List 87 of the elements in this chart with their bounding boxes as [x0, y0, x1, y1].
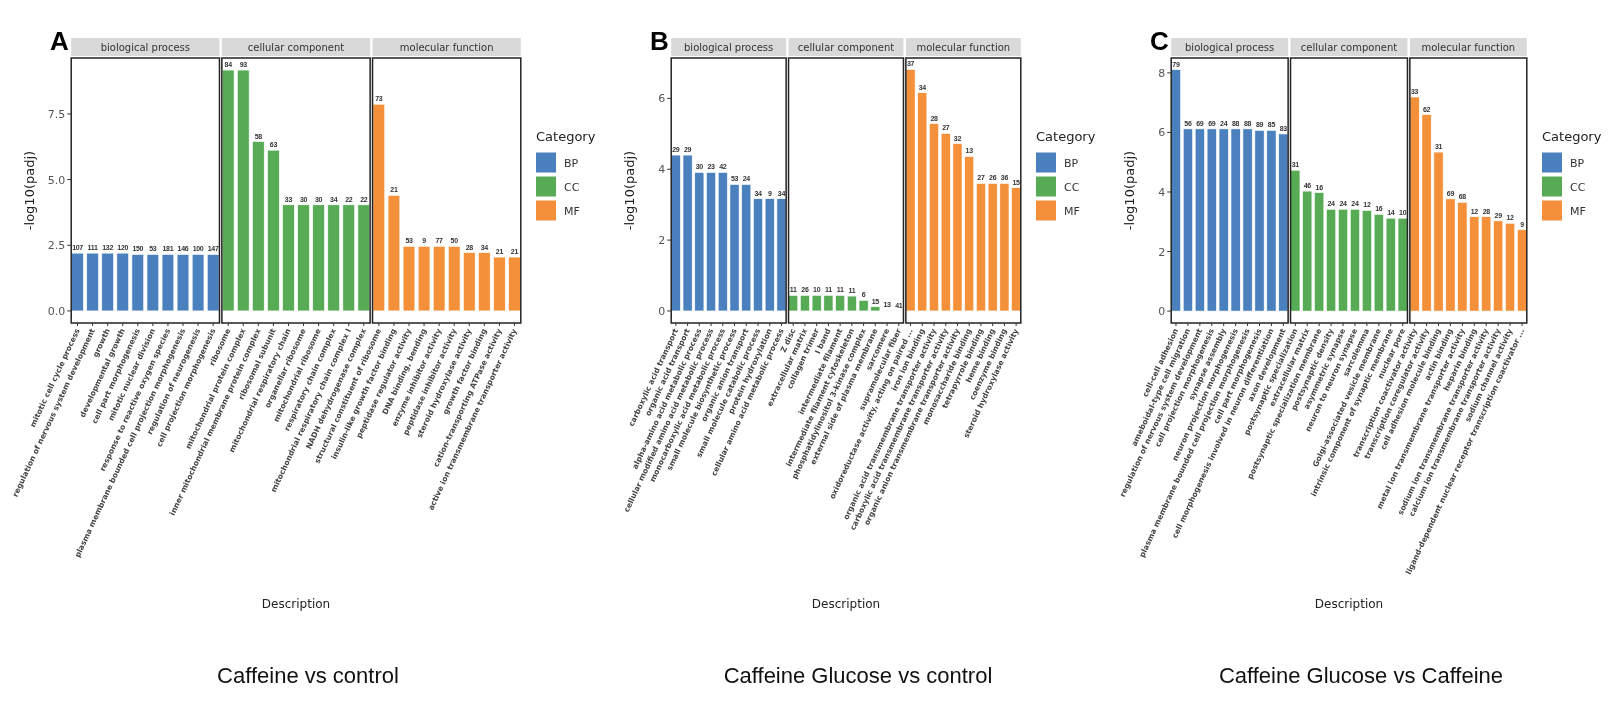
- bar: [191, 254, 205, 312]
- text: C: [1150, 26, 1169, 56]
- bar: [1338, 208, 1348, 312]
- legend-label: MF: [564, 204, 580, 218]
- legend-title: Category: [1542, 128, 1602, 144]
- bar: [161, 254, 175, 312]
- y-tick-label: 0: [1158, 305, 1166, 319]
- bar: [478, 252, 491, 312]
- text: biological process: [100, 42, 190, 53]
- bar: [387, 195, 401, 312]
- y-tick-label: 4: [658, 163, 666, 177]
- text: B: [650, 26, 669, 56]
- y-tick-label: 2: [658, 234, 666, 248]
- legend-label: MF: [1570, 204, 1586, 218]
- text: cellular component: [247, 42, 345, 53]
- legend-label: MF: [1064, 204, 1080, 218]
- bar: [402, 246, 416, 312]
- bar: [1517, 229, 1527, 312]
- x-axis-title: Description: [811, 597, 881, 611]
- bar: [206, 254, 220, 312]
- bar: [267, 149, 280, 312]
- bar: [146, 254, 160, 312]
- text: molecular function: [1421, 42, 1516, 53]
- y-tick-label: 6: [1158, 126, 1166, 140]
- bar: [222, 69, 235, 312]
- bar: [116, 252, 129, 312]
- bar: [753, 198, 763, 312]
- text: biological process: [684, 42, 774, 53]
- bar: [71, 252, 84, 312]
- text: molecular function: [916, 42, 1011, 53]
- bar: [176, 254, 190, 312]
- text: A: [50, 26, 69, 56]
- y-tick-label: 2.5: [47, 239, 66, 253]
- y-tick-label: 4: [1158, 185, 1166, 199]
- y-tick-label: 5.0: [47, 173, 66, 187]
- y-tick-label: 6: [658, 92, 666, 106]
- bar: [131, 254, 144, 312]
- legend-label: CC: [1064, 180, 1080, 194]
- y-tick-label: 8: [1158, 66, 1166, 80]
- bar: [448, 246, 461, 312]
- x-axis-title: Description: [1314, 597, 1384, 611]
- text: Caffeine vs control: [217, 663, 399, 688]
- bar: [86, 252, 99, 312]
- bar: [252, 141, 265, 312]
- bar: [508, 256, 521, 312]
- bar: [432, 246, 446, 312]
- text: Caffeine Glucose vs Caffeine: [1218, 663, 1504, 688]
- bar: [463, 252, 476, 312]
- bar: [417, 246, 431, 312]
- y-axis-title: -log10(padj): [622, 150, 637, 231]
- bar: [327, 204, 340, 312]
- bar: [357, 204, 370, 312]
- legend-label: BP: [1064, 156, 1079, 170]
- bar: [493, 256, 506, 312]
- bar: [1361, 210, 1372, 312]
- bar: [101, 252, 114, 312]
- text: biological process: [1185, 42, 1275, 53]
- y-tick-label: 0: [658, 304, 666, 318]
- y-tick-label: 2: [1158, 245, 1166, 259]
- bar: [1326, 208, 1337, 312]
- bar: [312, 204, 325, 312]
- bar: [1350, 208, 1360, 312]
- legend-title: Category: [536, 128, 596, 144]
- legend-label: CC: [1570, 180, 1586, 194]
- bar: [237, 69, 250, 312]
- text: cellular component: [1300, 42, 1398, 53]
- legend-label: CC: [564, 180, 580, 194]
- bar: [929, 123, 939, 312]
- legend-label: BP: [564, 156, 579, 170]
- y-tick-label: 7.5: [47, 107, 66, 121]
- bar: [372, 103, 386, 312]
- bar: [1182, 128, 1193, 312]
- bar: [342, 204, 355, 312]
- x-axis-title: Description: [261, 597, 331, 611]
- bar: [1171, 69, 1181, 312]
- text: molecular function: [399, 42, 494, 53]
- legend-title: Category: [1036, 128, 1096, 144]
- bar: [788, 295, 799, 312]
- bar: [282, 204, 295, 312]
- y-axis-title: -log10(padj): [1122, 150, 1137, 231]
- y-axis-title: -log10(padj): [22, 150, 37, 231]
- y-tick-label: 0.0: [47, 304, 66, 318]
- text: Caffeine Glucose vs control: [723, 663, 993, 688]
- legend-label: BP: [1570, 156, 1585, 170]
- bar: [1505, 222, 1516, 312]
- text: cellular component: [797, 42, 895, 53]
- bar: [297, 204, 310, 312]
